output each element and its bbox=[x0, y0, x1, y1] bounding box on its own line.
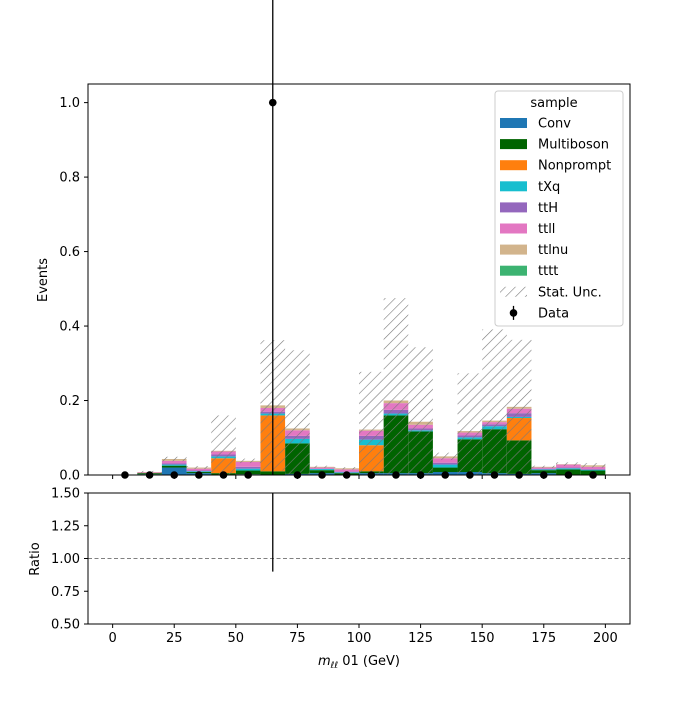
bar-txq-bin-13 bbox=[433, 465, 458, 468]
legend-label-conv: Conv bbox=[538, 117, 571, 132]
legend: sample Conv Multiboson Nonprompt tXq ttH ttll t… bbox=[495, 91, 623, 326]
ratio-y-axis-label: Ratio bbox=[28, 542, 43, 575]
stat-unc-band-bin-10 bbox=[359, 372, 384, 475]
ratio-y-tick-label-4: 1.50 bbox=[51, 487, 80, 502]
main-y-tick-label-3: 0.6 bbox=[59, 245, 80, 260]
bar-multiboson-bin-2 bbox=[162, 466, 187, 468]
bar-txq-bin-8 bbox=[310, 469, 335, 470]
bar-tth-bin-18 bbox=[556, 468, 581, 469]
ratio-y-tick-label-3: 1.25 bbox=[51, 519, 80, 534]
legend-label-ttlnu: ttlnu bbox=[538, 243, 568, 258]
x-axis-label-subscript: ℓℓ bbox=[330, 661, 338, 671]
bar-txq-bin-19 bbox=[581, 470, 606, 471]
legend-swatch-tttt bbox=[500, 266, 527, 276]
stat-unc-band-bin-12 bbox=[408, 347, 433, 475]
ratio-y-tick-label-0: 0.50 bbox=[51, 618, 80, 633]
stat-unc-band-bin-11 bbox=[384, 298, 409, 475]
stat-unc-band-bin-4 bbox=[211, 415, 236, 475]
main-y-tick-label-5: 1.0 bbox=[59, 96, 80, 111]
data-point-6 bbox=[269, 99, 277, 107]
x-tick-label-5: 125 bbox=[408, 631, 433, 646]
stat-unc-band-bin-18 bbox=[556, 462, 581, 466]
stat-unc-band-bin-14 bbox=[458, 373, 483, 475]
legend-marker-data bbox=[510, 309, 518, 317]
x-tick-label-2: 50 bbox=[228, 631, 245, 646]
legend-label-tttt: tttt bbox=[538, 264, 558, 279]
bar-tth-bin-2 bbox=[162, 463, 187, 464]
legend-label-multiboson: Multiboson bbox=[538, 138, 609, 153]
ratio-y-tick-label-2: 1.00 bbox=[51, 552, 80, 567]
legend-swatch-stat-unc- bbox=[500, 287, 527, 297]
x-tick-label-4: 100 bbox=[347, 631, 372, 646]
stat-unc-band-bin-5 bbox=[236, 459, 261, 463]
stat-unc-band-bin-2 bbox=[162, 457, 187, 461]
stat-unc-band-bin-16 bbox=[507, 340, 532, 474]
bar-txq-bin-5 bbox=[236, 469, 261, 471]
legend-swatch-tth bbox=[500, 202, 527, 212]
stat-unc-band-bin-8 bbox=[310, 466, 335, 468]
legend-swatch-multiboson bbox=[500, 139, 527, 149]
x-axis-label: mℓℓ 01 (GeV) bbox=[318, 654, 400, 671]
bar-tth-bin-17 bbox=[531, 469, 556, 470]
legend-swatch-ttll bbox=[500, 224, 527, 234]
main-y-tick-label-0: 0.0 bbox=[59, 469, 80, 484]
bar-tth-bin-5 bbox=[236, 467, 261, 469]
legend-label-data: Data bbox=[538, 306, 569, 321]
legend-swatch-txq bbox=[500, 181, 527, 191]
legend-swatch-ttlnu bbox=[500, 245, 527, 255]
x-axis-label-math: m bbox=[318, 654, 331, 669]
x-axis-label-rest: 01 (GeV) bbox=[338, 654, 400, 669]
bar-txq-bin-2 bbox=[162, 465, 187, 466]
legend-label-txq: tXq bbox=[538, 180, 560, 195]
legend-label-nonprompt: Nonprompt bbox=[538, 159, 611, 174]
stat-unc-band-bin-7 bbox=[285, 350, 310, 475]
x-tick-label-1: 25 bbox=[166, 631, 183, 646]
bar-ttll-bin-2 bbox=[162, 461, 187, 464]
legend-swatch-nonprompt bbox=[500, 160, 527, 170]
ratio-y-tick-label-1: 0.75 bbox=[51, 585, 80, 600]
legend-title: sample bbox=[530, 96, 577, 111]
stat-unc-band-bin-3 bbox=[187, 466, 212, 469]
bar-tth-bin-3 bbox=[187, 471, 212, 472]
bar-txq-bin-17 bbox=[531, 469, 556, 470]
x-tick-label-7: 175 bbox=[531, 631, 556, 646]
x-tick-label-8: 200 bbox=[593, 631, 618, 646]
main-y-tick-label-4: 0.8 bbox=[59, 171, 80, 186]
legend-label-ttll: ttll bbox=[538, 222, 555, 237]
legend-swatch-conv bbox=[500, 118, 527, 128]
stat-unc-band-bin-13 bbox=[433, 453, 458, 460]
bar-tth-bin-13 bbox=[433, 463, 458, 465]
x-tick-label-3: 75 bbox=[289, 631, 306, 646]
legend-label-tth: ttH bbox=[538, 201, 558, 216]
stat-unc-band-bin-9 bbox=[334, 467, 359, 469]
bar-txq-bin-18 bbox=[556, 468, 581, 469]
main-y-axis-label: Events bbox=[36, 258, 51, 302]
x-tick-label-0: 0 bbox=[108, 631, 116, 646]
stat-unc-band-bin-17 bbox=[531, 466, 556, 468]
legend-label-stat-unc-: Stat. Unc. bbox=[538, 285, 602, 300]
main-y-tick-label-1: 0.2 bbox=[59, 394, 80, 409]
stat-unc-band-bin-15 bbox=[482, 329, 507, 475]
stat-unc-band-bin-19 bbox=[581, 463, 606, 467]
main-y-tick-label-2: 0.4 bbox=[59, 320, 80, 335]
bar-tth-bin-19 bbox=[581, 469, 606, 470]
x-tick-label-6: 150 bbox=[470, 631, 495, 646]
